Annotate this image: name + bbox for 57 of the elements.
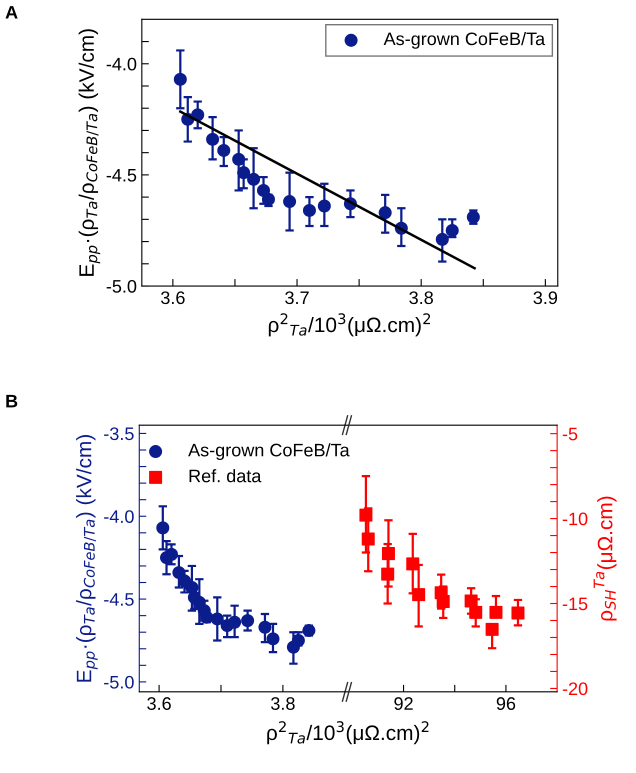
y-tick-label: -5.0 [104,676,134,689]
x-axis-title: ρ$^{2}$$_{Ta}$/10$^{3}$(μΩ.cm)$^{2}$ [267,721,428,744]
y-tick-label: -3.5 [104,427,134,440]
point [237,166,250,180]
point [258,620,272,634]
point [489,606,502,619]
point [406,557,420,570]
x-tick-label: 3.9 [533,291,558,304]
point [381,568,394,581]
y2-tick-label: -15 [562,598,588,610]
point [283,195,296,208]
y-axis-title: E$_{pp}$·(ρ$_{Ta}$/ρ$_{CoFeB/Ta}$) (kV/cm) [76,435,98,682]
point [318,200,331,213]
point [232,152,246,166]
legend-label: As-grown CoFeB/Ta [188,443,350,460]
point [174,72,187,86]
point [266,632,280,646]
x-tick-label: 3.7 [285,291,309,304]
point [378,206,392,220]
y-tick-label: -4.0 [106,58,136,70]
x-tick-label: 3.6 [147,697,171,710]
text: A [6,6,18,18]
point [511,606,524,620]
point [228,616,242,629]
text: B [6,394,18,408]
x-tick-label: 96 [496,697,516,710]
legend-label: Ref. data [190,469,262,482]
y2-tick-label: -5 [562,428,578,440]
x-axis-title: ρ$^{2}$$_{Ta}$/10$^{3}$(μΩ.cm)$^{2}$ [268,313,430,336]
point [292,634,305,647]
point [206,132,220,146]
x-tick-label: 3.8 [409,291,433,304]
point [185,580,198,594]
y2-axis-title: ρ$_{SH}$$^{Ta}$(μΩ.cm) [594,496,617,620]
point [469,606,482,619]
point [210,612,224,626]
point [412,588,426,602]
point [362,532,375,546]
x-tick-label: 3.6 [161,291,185,304]
y2-tick-label: -10 [562,512,588,526]
y-axis-title: E$_{pp}$·(ρ$_{Ta}$/ρ$_{CoFeB/Ta}$) (kV/cm) [78,29,100,276]
y-tick-label: -5.0 [106,280,136,293]
point [302,204,316,217]
point [382,547,395,560]
y-tick-label: -4.5 [104,593,134,606]
y-tick-label: -4.0 [104,510,134,523]
point [486,622,499,636]
point [156,521,170,534]
point [247,172,260,186]
y2-tick-label: -20 [562,682,588,696]
point [241,614,254,628]
point [217,144,230,157]
x-tick-label: 92 [394,697,413,710]
point [436,232,449,246]
y-tick-label: -4.5 [106,169,136,182]
x-tick-label: 3.8 [271,697,295,710]
legend-label: As-grown CoFeB/Ta [384,32,546,49]
